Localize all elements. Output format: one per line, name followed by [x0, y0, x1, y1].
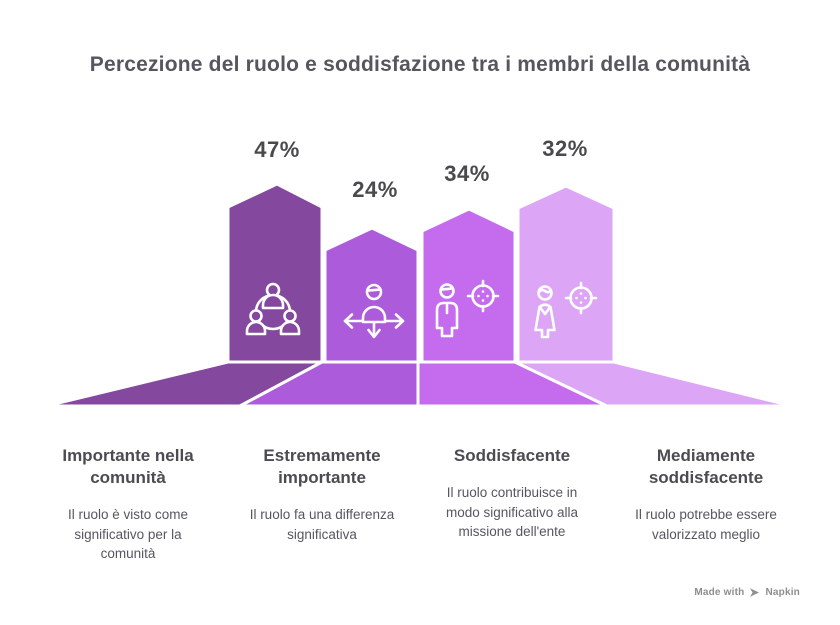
category-description: Il ruolo fa una differenza significativa [249, 507, 395, 542]
chart-title: Percezione del ruolo e soddisfazione tra… [89, 53, 751, 76]
category-column-4: Mediamente soddisfacente Il ruolo potreb… [606, 445, 806, 544]
percent-label-2: 24% [352, 177, 398, 202]
made-with-label: Made with [694, 587, 745, 598]
category-description: Il ruolo contribuisce in modo significat… [445, 485, 579, 539]
percent-label-4: 32% [542, 136, 588, 161]
floor [44, 360, 794, 408]
category-title: Soddisfacente [453, 446, 571, 465]
category-title: Importante nella comunità [62, 446, 194, 487]
category-description: Il ruolo è visto come significativo per … [67, 507, 189, 561]
watermark: Made with Napkin [694, 587, 800, 598]
category-description: Il ruolo potrebbe essere valorizzato meg… [635, 507, 777, 542]
category-title: Estremamente importante [263, 446, 381, 487]
percent-label-3: 34% [444, 161, 490, 186]
brand-label: Napkin [765, 587, 800, 598]
category-title: Mediamente soddisfacente [648, 446, 764, 487]
napkin-logo-icon [750, 588, 760, 597]
category-column-1: Importante nella comunità Il ruolo è vis… [28, 445, 228, 564]
category-column-3: Soddisfacente Il ruolo contribuisce in m… [412, 445, 612, 542]
woman-target-icon [534, 281, 598, 339]
community-people-icon [245, 282, 301, 336]
person-direction-arrows-icon [343, 283, 405, 339]
man-target-icon [435, 279, 500, 338]
percent-label-1: 47% [254, 137, 300, 162]
category-column-2: Estremamente importante Il ruolo fa una … [222, 445, 422, 544]
